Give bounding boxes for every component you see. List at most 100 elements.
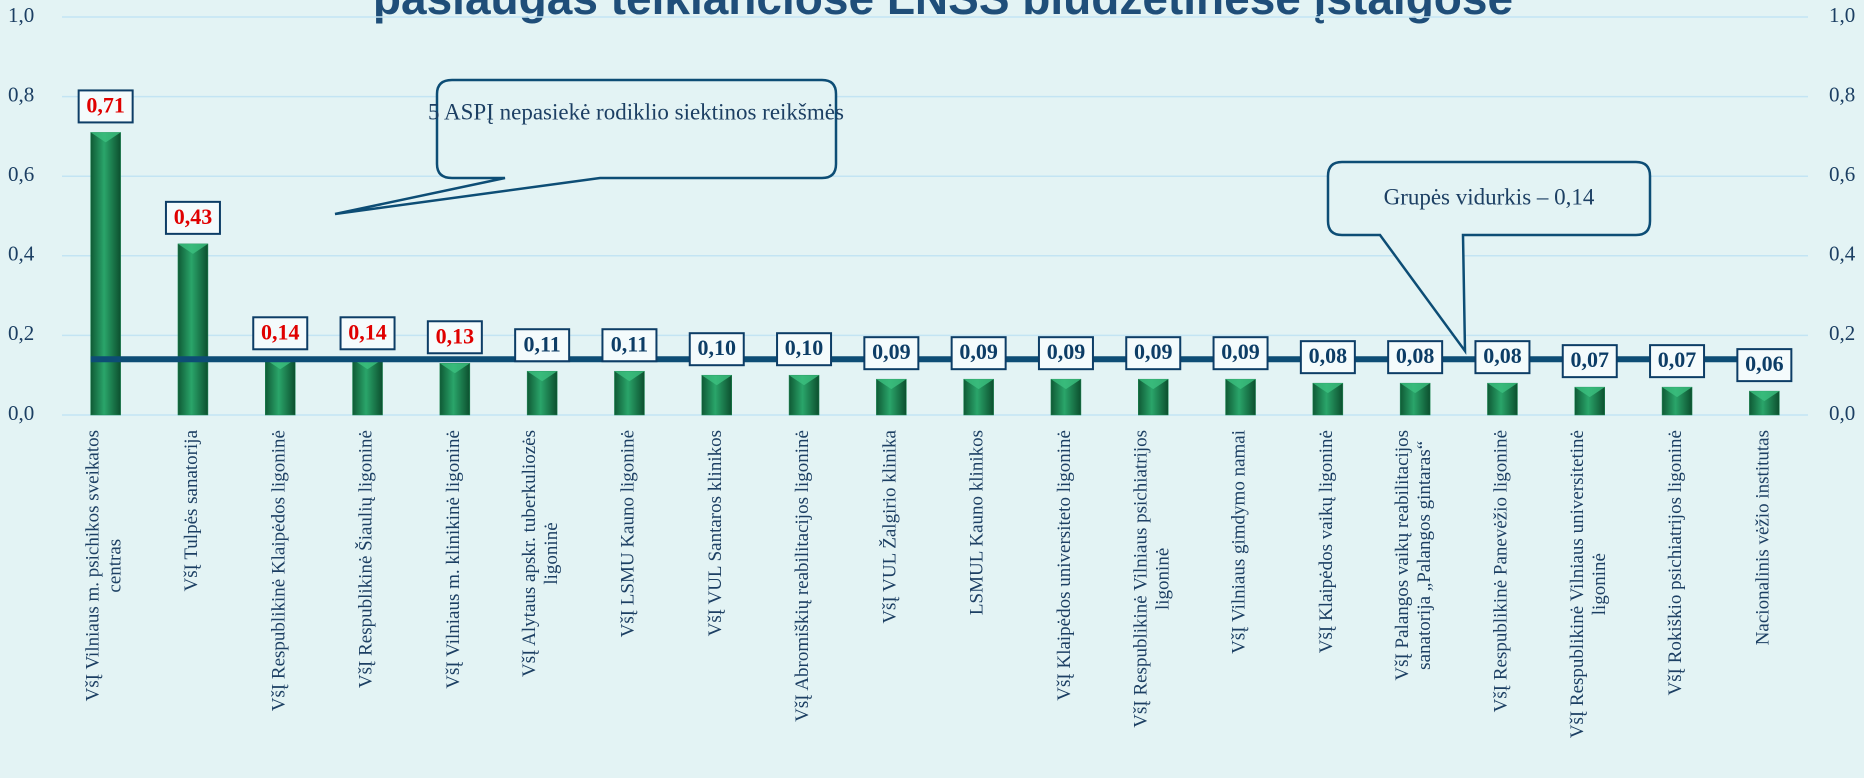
bar-cap	[876, 379, 907, 390]
x-tick-label: VšĮ Klaipėdos universiteto ligoninė	[1054, 430, 1075, 701]
bar-group	[1661, 386, 1693, 416]
value-label-box	[514, 328, 571, 363]
bar-group	[526, 370, 558, 416]
bar-group	[1312, 382, 1344, 416]
bar-group	[90, 132, 121, 416]
bar-group	[439, 363, 471, 416]
value-label-group: 0,09	[950, 336, 1007, 371]
bar-group	[788, 374, 820, 416]
bar-group	[352, 359, 383, 416]
value-label: 0,09	[872, 339, 911, 364]
bar-group	[265, 359, 296, 416]
value-label-group: 0,14	[252, 316, 309, 351]
x-tick-label: VšĮ Palangos vaikų reabilitacijossanator…	[1393, 430, 1436, 681]
value-label: 0,08	[1396, 343, 1435, 368]
value-label-group: 0,07	[1649, 344, 1706, 379]
value-label: 0,07	[1571, 347, 1610, 372]
bar-cap	[1574, 387, 1605, 398]
bar-cap	[789, 375, 820, 386]
bar-group	[1399, 382, 1431, 416]
value-label-group: 0,07	[1561, 344, 1618, 379]
value-label-box	[1736, 348, 1793, 383]
bar-group	[876, 378, 907, 416]
chart-title: paslaugas teikiančiose LNSS biudžetinėse…	[373, 0, 1513, 24]
value-label-group: 0,10	[688, 332, 745, 367]
callout-box	[1326, 160, 1652, 355]
y-tick-label: 0,4	[8, 242, 35, 266]
bar-cap	[1662, 387, 1693, 398]
y2-tick-label: 0,6	[1829, 162, 1855, 186]
bar-group	[1050, 378, 1082, 416]
value-label: 0,11	[611, 331, 648, 356]
bar-cap	[527, 371, 558, 382]
bar-group	[614, 370, 645, 416]
bar-cap	[1487, 383, 1518, 394]
bar-group	[1138, 378, 1169, 416]
bar-cap	[963, 379, 994, 390]
value-label: 0,10	[785, 335, 824, 360]
bar-group	[963, 378, 994, 416]
value-label: 0,14	[261, 319, 300, 344]
x-tick-label: VšĮ Respublikinė Vilniaus universitetinė…	[1567, 430, 1610, 738]
value-label-box	[1037, 336, 1094, 371]
x-tick-label: VšĮ VUL Santaros klinikos	[705, 430, 726, 636]
value-label: 0,43	[174, 204, 213, 229]
y2-tick-label: 0,8	[1829, 82, 1855, 106]
value-label-box	[1649, 344, 1706, 379]
value-label-box	[164, 200, 221, 235]
bar-cap	[439, 363, 470, 374]
value-label: 0,10	[698, 335, 737, 360]
value-label-box	[339, 316, 396, 351]
y-tick-label: 0,8	[8, 82, 34, 106]
x-tick-label: VšĮ Vilniaus m. klinikinė ligoninė	[443, 430, 464, 689]
bar-cap	[1225, 379, 1256, 390]
value-label-box	[950, 336, 1007, 371]
bar-group	[177, 243, 209, 416]
y2-tick-label: 0,0	[1829, 401, 1855, 425]
bar-group	[1487, 382, 1518, 416]
value-label-group: 0,09	[863, 336, 920, 371]
value-label-group: 0,08	[1299, 340, 1356, 375]
x-tick-label: VšĮ Vilniaus gimdymo namai	[1229, 430, 1250, 654]
x-tick-label: VšĮ Respublikinė Vilniaus psichiatrijosl…	[1131, 430, 1174, 728]
x-tick-label: VšĮ Klaipėdos vaikų ligoninė	[1316, 430, 1337, 653]
y2-tick-label: 1,0	[1829, 3, 1855, 27]
x-tick-label: VšĮ Tulpės sanatorija	[181, 429, 202, 591]
x-tick-label: VšĮ Rokiškio psichiatrijos ligoninė	[1665, 430, 1686, 695]
labels: 0,0 0,2 0,4 0,6 0,8 1,0 0,0 0,2 0,4 0,6 0,8 1,0 VšĮ …	[8, 3, 1856, 738]
value-label: 0,07	[1658, 347, 1697, 372]
x-tick-label: VšĮ VUL Žalgirio klinika	[879, 429, 901, 623]
value-label: 0,06	[1745, 351, 1784, 376]
x-tick-label: VšĮ Vilniaus m. psichikos sveikatoscentr…	[83, 430, 126, 701]
x-tick-label: VšĮ Respublikinė Šiaulių ligoninė	[355, 430, 377, 688]
value-label-box	[1299, 340, 1356, 375]
value-label: 0,09	[959, 339, 998, 364]
y-tick-label: 0,0	[8, 401, 34, 425]
bar-group	[1749, 390, 1780, 416]
bar-cap	[1050, 379, 1081, 390]
x-tick-label: VšĮ Respublikinė Klaipėdos ligoninė	[269, 430, 290, 711]
value-label-group: 0,09	[1212, 336, 1269, 371]
x-tick-label: VšĮ Alytaus apskr. tuberkuliozėsligoninė	[520, 430, 563, 677]
value-label-group: 0,71	[77, 89, 134, 124]
bar-cap	[1312, 383, 1343, 394]
value-label-group: 0,10	[776, 332, 833, 367]
y-tick-label: 0,6	[8, 162, 34, 186]
x-tick-label: VšĮ LSMU Kauno ligoninė	[618, 430, 639, 637]
value-label-box	[252, 316, 309, 351]
value-label: 0,11	[524, 331, 561, 356]
x-tick-label: VšĮ Respublikinė Panevėžio ligoninė	[1491, 430, 1512, 712]
callout-text: 5 ASPĮ nepasiekė rodiklio siektinos reik…	[428, 99, 844, 124]
value-label: 0,08	[1309, 343, 1348, 368]
value-label: 0,13	[436, 323, 475, 348]
value-label-box	[1387, 340, 1444, 375]
value-label: 0,71	[86, 92, 125, 117]
bar-cap	[1400, 383, 1431, 394]
value-label: 0,09	[1221, 339, 1260, 364]
value-label-box	[601, 328, 658, 363]
value-label-group: 0,14	[339, 316, 396, 351]
value-label-box	[688, 332, 745, 367]
value-label-group: 0,06	[1736, 348, 1793, 383]
bar-cap	[90, 132, 121, 143]
